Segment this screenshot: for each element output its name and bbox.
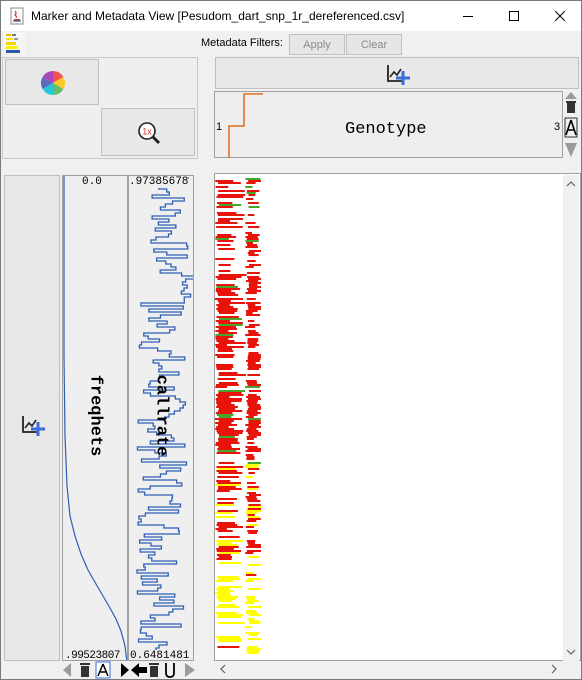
track-bottom-toolbar[interactable] [61, 661, 197, 679]
zoom-label: 1x [142, 127, 152, 137]
close-icon [554, 10, 566, 22]
add-chart-icon [22, 416, 45, 436]
genotype-step-plot [228, 93, 263, 158]
maximize-button[interactable] [491, 1, 537, 31]
color-scheme-button[interactable] [5, 59, 99, 105]
close-button[interactable] [537, 1, 582, 31]
add-chart-icon [387, 65, 410, 85]
minimize-icon [463, 16, 473, 17]
splitter[interactable] [210, 57, 214, 679]
scroll-left-icon [220, 664, 226, 674]
scrollbar-h-arrows [220, 664, 557, 674]
callrate-curve [136, 177, 193, 660]
add-track-button[interactable] [4, 175, 60, 661]
color-wheel-icon [41, 71, 65, 95]
genotype-track-icons [564, 92, 578, 157]
zoom-1x-icon: 1x [138, 122, 161, 145]
text-a-icon [95, 661, 111, 679]
callrate-track[interactable]: .97385678 0.6481481 callrate [128, 175, 194, 661]
trash-icon [149, 663, 159, 677]
callrate-bottom-value: 0.6481481 [130, 650, 190, 661]
genotype-heatmap [215, 178, 261, 654]
genotype-label: Genotype [345, 120, 427, 139]
freqhets-top-value: 0.0 [82, 176, 102, 188]
freqhets-label: freqhets [85, 374, 105, 457]
window-title: Marker and Metadata View [Pesudom_dart_s… [31, 9, 405, 23]
genotype-heatmap-panel[interactable] [214, 173, 581, 661]
metadata-filters-label: Metadata Filters: [201, 37, 283, 49]
genotype-track-toolbar [563, 91, 579, 158]
freqhets-bottom-value: .99523807 [65, 650, 120, 661]
vertical-scrollbar[interactable] [563, 175, 579, 661]
thumbnail-icon [4, 32, 26, 54]
apply-button[interactable]: Apply [289, 34, 345, 55]
title-bar[interactable]: Marker and Metadata View [Pesudom_dart_s… [1, 1, 581, 31]
clear-button[interactable]: Clear [346, 34, 402, 55]
genotype-min-value: 1 [216, 121, 223, 133]
horizontal-scrollbar[interactable] [214, 661, 563, 677]
trash-icon [80, 663, 90, 677]
arrow-left-icon [63, 663, 71, 677]
genotype-max-value: 3 [554, 121, 561, 133]
freqhets-curve [63, 176, 127, 660]
arrow-right-icon [185, 663, 195, 677]
zoom-1x-button[interactable]: 1x [101, 108, 195, 156]
callrate-top-value: .97385678 [129, 176, 189, 188]
scroll-down-icon [566, 649, 576, 655]
add-chart-top-button[interactable] [215, 57, 579, 89]
arrow-right-icon [121, 663, 129, 677]
text-u-icon [165, 663, 175, 678]
scrollbar-arrows [566, 181, 576, 655]
java-cup-icon [10, 7, 24, 25]
scroll-right-icon [551, 664, 557, 674]
arrow-left-icon [131, 663, 147, 677]
callrate-label: callrate [151, 374, 171, 457]
freqhets-track[interactable]: 0.0 .99523807 freqhets [62, 175, 128, 661]
minimize-button[interactable] [445, 1, 491, 31]
genotype-header-panel: 1 3 Genotype [214, 91, 563, 158]
scroll-up-icon [566, 181, 576, 187]
maximize-icon [509, 11, 519, 21]
